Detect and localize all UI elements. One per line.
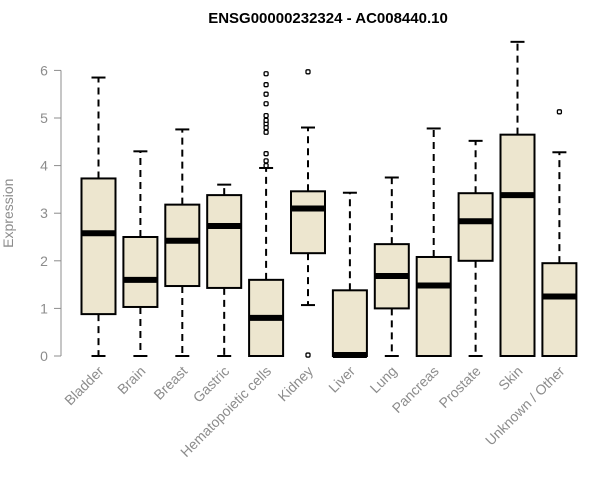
box-unknown-other — [541, 109, 578, 357]
y-axis-label: Expression — [0, 179, 16, 248]
x-tick-label: Lung — [367, 363, 400, 396]
box-iqr — [331, 289, 368, 358]
x-tick-label: Unknown / Other — [482, 363, 568, 449]
box-iqr — [499, 133, 536, 357]
box-kidney — [290, 69, 326, 358]
outlier-point — [263, 71, 269, 77]
chart-title: ENSG00000232324 - AC008440.10 — [208, 10, 448, 27]
x-tick-label: Brain — [114, 363, 148, 397]
outlier-point — [263, 158, 269, 164]
boxes — [80, 40, 578, 359]
outlier-point — [263, 117, 269, 124]
outlier-point — [305, 352, 311, 358]
box-bladder — [80, 76, 117, 357]
outlier-point — [263, 101, 269, 107]
box-hematopoietic-cells — [248, 71, 285, 357]
x-tick-label: Liver — [325, 363, 358, 396]
box-lung — [373, 176, 410, 357]
y-tick-label: 5 — [40, 110, 48, 126]
box-brain — [122, 150, 159, 357]
box-gastric — [206, 183, 243, 357]
outlier-point — [263, 129, 269, 135]
y-axis: 0 1 2 3 4 5 6 Expression — [0, 62, 62, 364]
box-pancreas — [415, 127, 452, 358]
y-tick-label: 0 — [40, 348, 48, 364]
outlier-point — [263, 82, 269, 88]
box-skin — [499, 40, 536, 357]
box-iqr — [164, 203, 201, 288]
outlier-point — [556, 109, 563, 115]
outlier-point — [263, 112, 269, 119]
y-tick-label: 3 — [40, 205, 48, 221]
x-tick-label: Bladder — [61, 363, 107, 409]
box-iqr — [457, 192, 494, 262]
x-tick-label: Pancreas — [389, 363, 442, 416]
y-tick-label: 1 — [40, 300, 48, 316]
outlier-point — [263, 91, 269, 97]
y-tick-label: 2 — [40, 253, 48, 269]
y-tick-label: 6 — [40, 62, 48, 78]
x-tick-label: Prostate — [436, 363, 484, 411]
y-tick-label: 4 — [40, 158, 48, 174]
box-liver — [331, 191, 368, 359]
box-prostate — [457, 139, 494, 357]
x-tick-label: Kidney — [275, 363, 317, 405]
box-iqr — [415, 255, 452, 358]
box-breast — [164, 128, 201, 357]
x-tick-label: Skin — [495, 363, 526, 394]
box-iqr — [122, 236, 159, 308]
box-iqr — [80, 177, 117, 316]
x-tick-label: Breast — [150, 363, 190, 403]
box-iqr — [290, 190, 326, 255]
box-iqr — [206, 194, 243, 289]
box-iqr — [541, 262, 578, 357]
outlier-point — [263, 151, 269, 157]
outlier-point — [305, 69, 311, 75]
outlier-point — [263, 162, 269, 169]
